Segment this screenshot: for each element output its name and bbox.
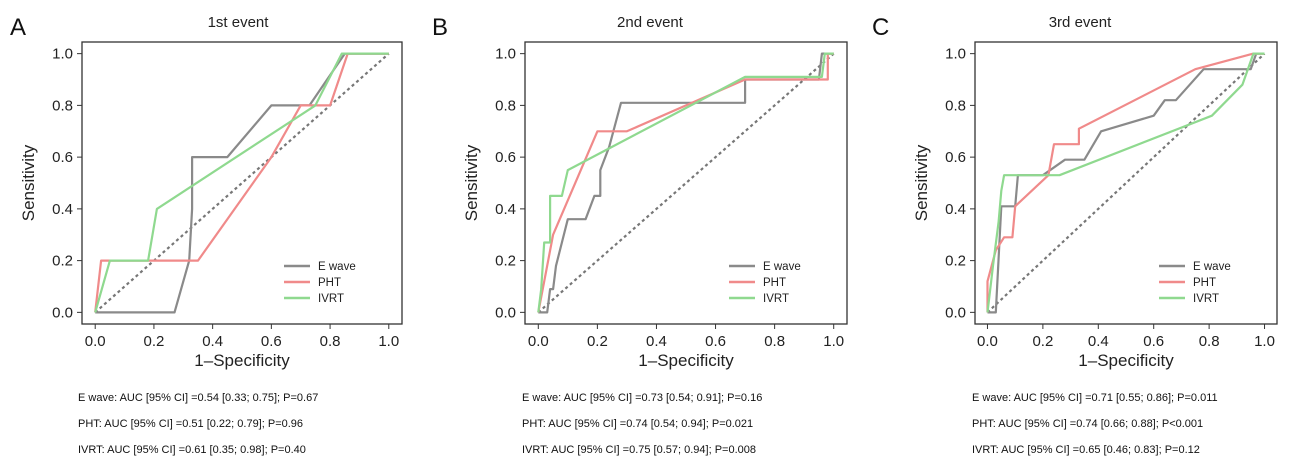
y-tick-label: 1.0 bbox=[495, 46, 516, 63]
stat-line-pht: PHT: AUC [95% CI] =0.74 [0.66; 0.88]; P<… bbox=[972, 418, 1204, 430]
legend-label: PHT bbox=[763, 277, 786, 289]
y-tick-label: 0.6 bbox=[52, 149, 73, 166]
reference-diagonal bbox=[537, 52, 835, 314]
plot-frame bbox=[524, 41, 848, 325]
x-tick-label: 1.0 bbox=[823, 333, 844, 350]
y-tick-label: 0.2 bbox=[52, 253, 73, 270]
y-tick-label: 0.0 bbox=[52, 304, 73, 321]
x-axis-label: 1–Specificity bbox=[638, 351, 734, 370]
y-tick-label: 0.4 bbox=[945, 201, 966, 218]
x-tick-label: 0.8 bbox=[764, 333, 785, 350]
x-tick-label: 0.6 bbox=[705, 333, 726, 350]
y-axis-label: Sensitivity bbox=[462, 144, 481, 221]
panel-2: B 2nd event 0.0 0.0 0.2 0.2 0.4 0.4 0.6 0.6 0.8 0… bbox=[430, 0, 860, 459]
x-tick-label: 0.0 bbox=[977, 333, 998, 350]
legend-label: IVRT bbox=[318, 293, 344, 305]
x-tick-label: 0.2 bbox=[143, 333, 164, 350]
y-tick-label: 1.0 bbox=[945, 46, 966, 63]
chart-title: 3rd event bbox=[1048, 14, 1112, 31]
y-tick-label: 0.4 bbox=[52, 201, 73, 218]
y-tick-label: 0.8 bbox=[945, 97, 966, 114]
stat-line-e-wave: E wave: AUC [95% CI] =0.54 [0.33; 0.75];… bbox=[78, 392, 319, 404]
legend-label: E wave bbox=[763, 261, 801, 273]
plot-frame bbox=[974, 41, 1278, 325]
y-tick-label: 0.0 bbox=[945, 304, 966, 321]
panel-label: B bbox=[432, 14, 449, 41]
x-axis-label: 1–Specificity bbox=[194, 351, 290, 370]
roc-chart: 0.0 0.0 0.2 0.2 0.4 0.4 0.6 0.6 0.8 0.8 1.0 1.0 1–Sp… bbox=[912, 41, 1278, 370]
series-line-ivrt bbox=[986, 52, 1265, 313]
panel-1: A 1st event 0.0 0.0 0.2 0.2 0.4 0.4 0.6 0.6 0.8 0… bbox=[0, 0, 430, 459]
roc-chart: 0.0 0.0 0.2 0.2 0.4 0.4 0.6 0.6 0.8 0.8 1.0 1.0 1–Sp… bbox=[19, 41, 403, 370]
stat-line-e-wave: E wave: AUC [95% CI] =0.73 [0.54; 0.91];… bbox=[522, 392, 763, 404]
y-tick-label: 1.0 bbox=[52, 46, 73, 63]
x-tick-label: 0.4 bbox=[1088, 333, 1109, 350]
reference-diagonal bbox=[986, 52, 1266, 314]
stat-line-ivrt: IVRT: AUC [95% CI] =0.61 [0.35; 0.98]; P… bbox=[78, 444, 306, 456]
x-tick-label: 0.6 bbox=[1143, 333, 1164, 350]
x-tick-label: 0.8 bbox=[1199, 333, 1220, 350]
roc-chart: 0.0 0.0 0.2 0.2 0.4 0.4 0.6 0.6 0.8 0.8 1.0 1.0 1–Sp… bbox=[462, 41, 848, 370]
reference-diagonal bbox=[94, 52, 390, 314]
panel-label: C bbox=[872, 14, 890, 41]
chart-title: 2nd event bbox=[617, 14, 683, 31]
x-tick-label: 0.8 bbox=[320, 333, 341, 350]
x-tick-label: 0.2 bbox=[587, 333, 608, 350]
series-line-ivrt bbox=[94, 52, 389, 313]
x-tick-label: 1.0 bbox=[378, 333, 399, 350]
y-tick-label: 0.8 bbox=[495, 97, 516, 114]
x-tick-label: 0.0 bbox=[528, 333, 549, 350]
y-tick-label: 0.8 bbox=[52, 97, 73, 114]
x-tick-label: 0.2 bbox=[1032, 333, 1053, 350]
x-tick-label: 0.4 bbox=[646, 333, 667, 350]
x-tick-label: 0.0 bbox=[85, 333, 106, 350]
y-tick-label: 0.0 bbox=[495, 304, 516, 321]
x-tick-label: 0.6 bbox=[261, 333, 282, 350]
legend-label: IVRT bbox=[1193, 293, 1219, 305]
panel-label: A bbox=[10, 14, 27, 41]
plot-frame bbox=[81, 41, 403, 325]
stat-line-pht: PHT: AUC [95% CI] =0.74 [0.54; 0.94]; P=… bbox=[522, 418, 754, 430]
y-axis-label: Sensitivity bbox=[912, 144, 931, 221]
stat-line-pht: PHT: AUC [95% CI] =0.51 [0.22; 0.79]; P=… bbox=[78, 418, 304, 430]
legend-label: IVRT bbox=[763, 293, 789, 305]
legend-label: PHT bbox=[1193, 277, 1216, 289]
y-tick-label: 0.6 bbox=[945, 149, 966, 166]
x-tick-label: 1.0 bbox=[1254, 333, 1275, 350]
series-line-ivrt bbox=[537, 52, 834, 313]
x-axis-label: 1–Specificity bbox=[1078, 351, 1174, 370]
series-line-e-wave bbox=[987, 52, 1265, 314]
y-tick-label: 0.2 bbox=[495, 253, 516, 270]
legend-label: PHT bbox=[318, 277, 341, 289]
y-tick-label: 0.4 bbox=[495, 201, 516, 218]
stat-line-ivrt: IVRT: AUC [95% CI] =0.65 [0.46; 0.83]; P… bbox=[972, 444, 1200, 456]
legend-label: E wave bbox=[1193, 261, 1231, 273]
legend-label: E wave bbox=[318, 261, 356, 273]
panel-3: C 3rd event 0.0 0.0 0.2 0.2 0.4 0.4 0.6 0.6 0.8 0… bbox=[860, 0, 1290, 459]
chart-title: 1st event bbox=[207, 14, 269, 31]
series-line-pht bbox=[537, 52, 834, 313]
stat-line-e-wave: E wave: AUC [95% CI] =0.71 [0.55; 0.86];… bbox=[972, 392, 1218, 404]
y-tick-label: 0.2 bbox=[945, 253, 966, 270]
series-line-e-wave bbox=[95, 52, 389, 314]
stat-line-ivrt: IVRT: AUC [95% CI] =0.75 [0.57; 0.94]; P… bbox=[522, 444, 756, 456]
x-tick-label: 0.4 bbox=[202, 333, 223, 350]
y-tick-label: 0.6 bbox=[495, 149, 516, 166]
y-axis-label: Sensitivity bbox=[19, 144, 38, 221]
